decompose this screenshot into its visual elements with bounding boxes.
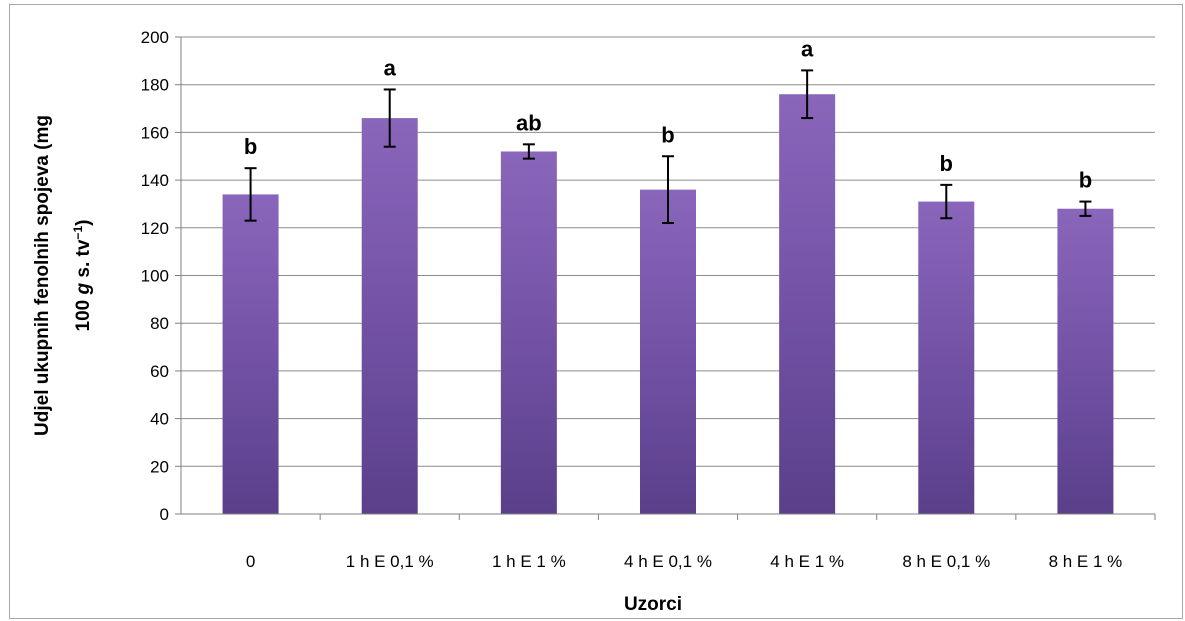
y-axis-title-line2: 100 g s. tv−1) <box>71 220 94 332</box>
y-tick-label: 100 <box>141 267 169 286</box>
y-tick-label: 40 <box>150 410 169 429</box>
y-axis-title-line1: Udjel ukupnih fenolnih spojeva (mg <box>32 115 53 436</box>
y-tick-label: 160 <box>141 123 169 142</box>
bar <box>1057 208 1114 514</box>
y-tick-label: 80 <box>150 314 169 333</box>
y-tick-label: 20 <box>150 457 169 476</box>
significance-letter: b <box>661 122 674 147</box>
error-bars <box>244 69 1092 225</box>
x-category-label: 1 h E 1 % <box>492 552 566 571</box>
y-tick-label: 140 <box>141 171 169 190</box>
x-category-label: 4 h E 0,1 % <box>624 552 712 571</box>
y-title-part-g: g <box>73 282 94 295</box>
bars <box>222 94 1114 515</box>
bar <box>500 151 557 515</box>
bar <box>222 194 279 514</box>
y-title-part-sup: −1 <box>71 226 85 240</box>
bar <box>640 189 696 514</box>
bar <box>918 201 975 514</box>
significance-letter: a <box>384 55 397 80</box>
y-axis-title: Udjel ukupnih fenolnih spojeva (mg 100 g… <box>32 115 94 436</box>
x-axis-labels: 0 1 h E 0,1 % 1 h E 1 % 4 h E 0,1 % 4 h E 1 … <box>246 514 1156 571</box>
y-tick-label: 60 <box>150 362 169 381</box>
x-category-label: 4 h E 1 % <box>770 552 844 571</box>
y-tick-label: 200 <box>141 28 169 47</box>
x-axis-title: Uzorci <box>624 594 682 615</box>
x-category-label: 0 <box>246 552 255 571</box>
significance-letter: a <box>801 36 814 61</box>
significance-letter: b <box>244 134 257 159</box>
bar <box>779 94 836 515</box>
bar <box>361 118 418 514</box>
y-tick-label: 0 <box>160 505 169 524</box>
significance-letter: ab <box>516 110 542 135</box>
x-category-label: 1 h E 0,1 % <box>346 552 434 571</box>
significance-letter: b <box>940 151 953 176</box>
x-category-label: 8 h E 0,1 % <box>902 552 990 571</box>
y-tick-label: 120 <box>141 219 169 238</box>
y-title-part-b: s. tv <box>73 239 94 277</box>
significance-letter: b <box>1079 168 1092 193</box>
x-category-label: 8 h E 1 % <box>1049 552 1123 571</box>
y-title-part-c: ) <box>73 220 94 226</box>
y-title-part-a: 100 <box>73 300 94 332</box>
y-axis-ticks: 0 20 40 60 80 100 120 140 160 180 200 <box>141 28 181 524</box>
y-tick-label: 180 <box>141 76 169 95</box>
